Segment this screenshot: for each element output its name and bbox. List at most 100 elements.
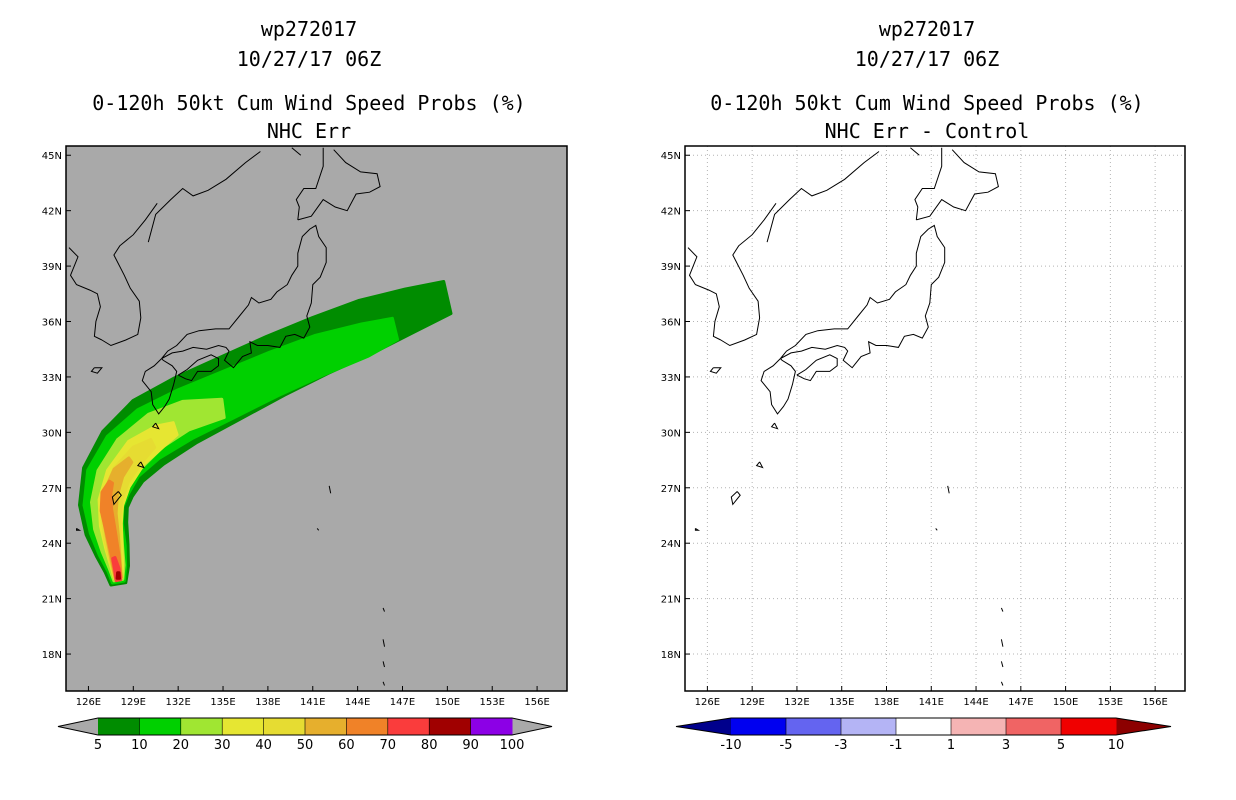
- left-title-line-3: 0-120h 50kt Cum Wind Speed Probs (%): [92, 91, 525, 115]
- left-colorbar-label: 100: [500, 738, 525, 753]
- right-colorbar-outline: [675, 717, 1172, 736]
- left-swath-60-70: [99, 479, 123, 581]
- right-xtick-label: 150E: [1053, 697, 1078, 708]
- right-coastline: [914, 147, 943, 220]
- right-ytick-label: 27N: [661, 484, 681, 495]
- left-xtick-label: 126E: [76, 697, 101, 708]
- left-xtick-label: 150E: [435, 697, 460, 708]
- left-coastline: [297, 149, 381, 221]
- left-colorbar-label: 5: [94, 738, 102, 753]
- left-colorbar-swatch: [222, 718, 265, 735]
- right-colorbar-label: 5: [1057, 738, 1065, 753]
- right-xtick-label: 141E: [919, 697, 944, 708]
- left-xtick-label: 138E: [255, 697, 280, 708]
- right-ytick-label: 24N: [661, 539, 681, 550]
- right-coastline: [1000, 639, 1004, 647]
- right-coastline: [766, 151, 880, 243]
- left-coastline: [295, 147, 324, 220]
- left-colorbar-swatch: [305, 718, 347, 735]
- left-colorbar-label: 50: [297, 738, 314, 753]
- left-ytick-label: 39N: [42, 262, 62, 273]
- left-ytick-label: 27N: [42, 484, 62, 495]
- right-coastline: [935, 528, 938, 531]
- left-xtick-label: 153E: [480, 697, 505, 708]
- right-xtick-label: 129E: [739, 697, 764, 708]
- right-title-line-4: NHC Err - Control: [825, 119, 1030, 143]
- left-xtick-label: 147E: [390, 697, 415, 708]
- left-coastline: [382, 639, 385, 647]
- left-colorbar-swatch: [346, 718, 389, 735]
- left-colorbar-label: 40: [255, 738, 272, 753]
- left-coastline: [66, 538, 67, 539]
- right-ytick-label: 33N: [661, 373, 681, 384]
- right-map-plot: 126E 129E 132E 135E 138E 141E 144E 147E 150E 153E…: [661, 145, 1186, 708]
- left-xtick-label: 135E: [210, 697, 235, 708]
- left-colorbar-swatch: [263, 718, 306, 735]
- left-coastline: [151, 422, 160, 430]
- right-coastline: [730, 491, 741, 506]
- right-colorbar-swatch: [841, 718, 897, 735]
- right-colorbar-swatch: [786, 718, 842, 735]
- left-colorbar-min-arrow: [58, 718, 98, 735]
- left-coastline: [291, 147, 302, 156]
- right-coastline: [709, 367, 722, 374]
- right-coastline: [947, 485, 950, 494]
- right-coastline: [685, 538, 686, 539]
- left-colorbar-label: 90: [462, 738, 479, 753]
- left-xtick-label: 141E: [300, 697, 325, 708]
- left-coastline: [316, 528, 320, 531]
- right-coastline: [770, 422, 779, 430]
- right-ytick-label: 45N: [661, 151, 681, 162]
- left-title-line-4: NHC Err: [267, 119, 351, 143]
- left-xtick-label: 156E: [524, 697, 549, 708]
- left-plot-frame: [65, 145, 568, 692]
- right-xtick-label: 135E: [829, 697, 854, 708]
- left-ytick-label: 21N: [42, 595, 62, 606]
- right-colorbar-max-arrow: [1116, 718, 1171, 735]
- left-colorbar: 5 10 20 30 40 50 60 70 80 90 100: [57, 717, 553, 753]
- right-coastline: [916, 149, 999, 221]
- left-panel: wp272017 10/27/17 06Z 0-120h 50kt Cum Wi…: [42, 17, 568, 753]
- right-colorbar-label: 10: [1108, 738, 1125, 753]
- right-colorbar: -10 -5 -3 -1 1 3 5 10: [675, 717, 1172, 753]
- right-coastline: [760, 358, 796, 415]
- left-colorbar-label: 80: [421, 738, 438, 753]
- left-coastline: [136, 461, 145, 469]
- right-coastline: [796, 354, 838, 382]
- left-coastline: [111, 491, 122, 506]
- left-coastline: [177, 354, 219, 382]
- right-colorbar-swatch: [951, 718, 1007, 735]
- left-coastline: [68, 247, 103, 341]
- right-colorbar-label: -5: [780, 738, 793, 753]
- left-coastline: [328, 485, 332, 494]
- left-ytick-label: 24N: [42, 539, 62, 550]
- left-ytick-label: 36N: [42, 318, 62, 329]
- right-colorbar-swatch: [731, 718, 787, 735]
- left-coastline: [382, 607, 385, 612]
- right-xtick-label: 132E: [784, 697, 809, 708]
- right-coastline: [755, 461, 764, 469]
- right-xtick-label: 138E: [874, 697, 899, 708]
- right-coastline: [1000, 607, 1004, 612]
- left-coastline: [90, 367, 103, 374]
- right-colorbar-label: 1: [947, 738, 955, 753]
- right-title-line-3: 0-120h 50kt Cum Wind Speed Probs (%): [710, 91, 1143, 115]
- left-colorbar-swatch: [387, 718, 430, 735]
- left-colorbar-label: 10: [131, 738, 148, 753]
- left-xtick-label: 129E: [121, 697, 146, 708]
- right-coastline: [687, 247, 722, 341]
- left-ytick-label: 33N: [42, 373, 62, 384]
- right-xtick-label: 147E: [1008, 697, 1033, 708]
- left-colorbar-swatch: [139, 718, 182, 735]
- right-colorbar-label: -1: [890, 738, 903, 753]
- left-colorbar-label: 30: [214, 738, 231, 753]
- left-coastline: [76, 527, 82, 531]
- left-xtick-label: 144E: [345, 697, 370, 708]
- right-xtick-label: 156E: [1142, 697, 1167, 708]
- right-colorbar-label: 3: [1002, 738, 1010, 753]
- left-coastline: [141, 358, 178, 415]
- right-xtick-label: 144E: [963, 697, 988, 708]
- right-colorbar-swatch: [1061, 718, 1117, 735]
- right-coastline: [1000, 681, 1004, 686]
- right-colorbar-label: -3: [835, 738, 848, 753]
